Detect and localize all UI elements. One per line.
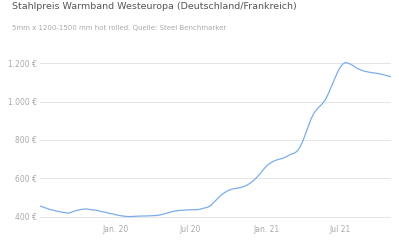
Text: 5mm x 1200-1500 mm hot rolled. Quelle: Steel Benchmarker: 5mm x 1200-1500 mm hot rolled. Quelle: S… — [12, 25, 226, 31]
Text: Stahlpreis Warmband Westeuropa (Deutschland/Frankreich): Stahlpreis Warmband Westeuropa (Deutschl… — [12, 2, 297, 11]
